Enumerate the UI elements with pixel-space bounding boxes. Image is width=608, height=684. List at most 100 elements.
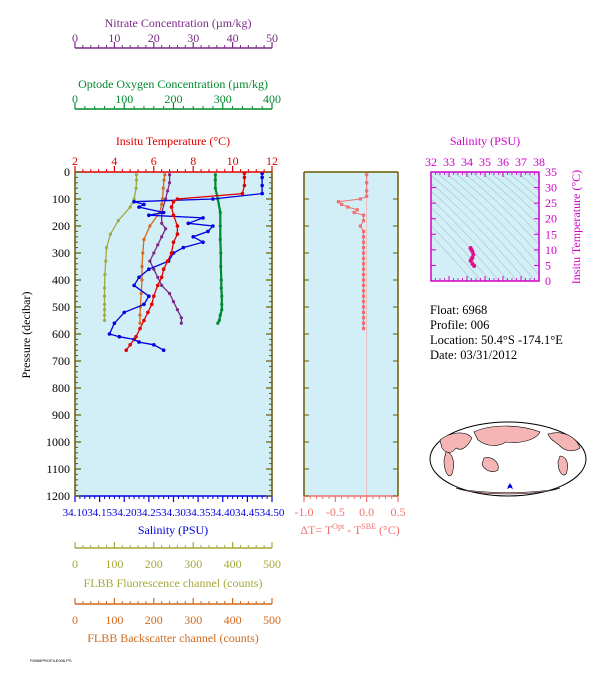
backscatter-point (138, 313, 142, 317)
delta-point (361, 235, 366, 239)
pressure-tick-label: 300 (52, 246, 70, 260)
ts-density-contour (462, 172, 539, 245)
temperature-tick-label: 6 (151, 154, 157, 168)
nitrate-point (167, 173, 172, 177)
delta-point (340, 202, 344, 206)
fluorescence-point (102, 313, 107, 317)
nitrate-point (171, 300, 176, 304)
ts-x-tick-label: 37 (515, 155, 527, 169)
salinity-tick-label: 34.45 (235, 507, 260, 519)
delta-point (361, 256, 366, 260)
pressure-tick-label: 800 (52, 381, 70, 395)
fluorescence-point (116, 219, 120, 223)
nitrate-point (148, 259, 152, 263)
ts-y-tick-label: 20 (545, 212, 557, 226)
oxygen-tick-label: 0 (72, 92, 78, 106)
temperature-point (242, 175, 247, 180)
nitrate-point (179, 316, 183, 320)
delta-point (361, 294, 366, 298)
temperature-point (152, 294, 156, 299)
pressure-tick-label: 600 (52, 327, 70, 341)
oxygen-tick-label: 300 (214, 92, 232, 106)
delta-point (361, 246, 366, 250)
oxygen-point (219, 278, 223, 282)
delta-tick-label: 0.0 (359, 505, 374, 519)
ts-y-tick-label: 35 (545, 165, 557, 179)
pressure-tick-label: 500 (52, 300, 70, 314)
temperature-point (161, 267, 166, 272)
delta-point (361, 240, 366, 244)
temperature-point (159, 275, 164, 280)
nitrate-point (164, 227, 168, 231)
oxygen-axis-title: Optode Oxygen Concentration (µm/kg) (78, 77, 268, 91)
nitrate-point (179, 321, 183, 325)
ts-density-contour (431, 216, 491, 281)
oxygen-tick-label: 400 (263, 92, 281, 106)
ts-point (470, 255, 475, 260)
ts-density-contour (431, 198, 509, 281)
salinity-point (161, 348, 166, 353)
salinity-point (107, 332, 112, 336)
fluorescence-point (108, 232, 113, 236)
temperature-point (171, 213, 176, 217)
nitrate-point (167, 181, 172, 185)
salinity-point (181, 245, 186, 250)
delta-point (361, 327, 366, 331)
delta-axis-title: ΔT= TOpt - TSBE (°C) (300, 522, 400, 537)
backscatter-point (141, 251, 145, 255)
backscatter-axis-title: FLBB Backscatter channel (counts) (87, 631, 259, 645)
ts-x-tick-label: 38 (533, 155, 545, 169)
oxygen-point (213, 186, 217, 190)
ts-density-contour (534, 172, 539, 176)
delta-point (361, 219, 366, 223)
fluorescence-tick-label: 200 (145, 557, 163, 571)
salinity-point (147, 213, 151, 217)
temperature-point (169, 205, 174, 209)
temperature-point (142, 318, 146, 323)
fluorescence-tick-label: 300 (184, 557, 202, 571)
fluorescence-tick-label: 500 (263, 557, 281, 571)
temperature-point (175, 224, 180, 228)
backscatter-point (163, 173, 167, 177)
ts-density-contour (444, 172, 539, 265)
fluorescence-point (104, 259, 108, 263)
delta-point (361, 262, 366, 266)
temperature-point (150, 302, 154, 307)
salinity-point (201, 216, 205, 220)
ts-x-tick-label: 34 (461, 155, 473, 169)
delta-point (365, 194, 369, 198)
delta-point (358, 197, 362, 201)
pressure-tick-label: 400 (52, 273, 70, 287)
fluorescence-axis-title: FLBB Fluorescence channel (counts) (84, 576, 263, 590)
salinity-point (260, 175, 264, 180)
fluorescence-point (102, 318, 107, 323)
oxygen-point (213, 173, 217, 177)
salinity-tick-label: 34.15 (87, 507, 112, 519)
backscatter-point (162, 178, 166, 182)
oxygen-tick-label: 200 (165, 92, 183, 106)
pressure-tick-label: 0 (64, 165, 70, 179)
delta-point (365, 173, 369, 177)
nitrate-point (165, 189, 170, 193)
temperature-point (155, 283, 160, 288)
nitrate-point (160, 221, 164, 225)
salinity-point (211, 224, 215, 228)
pressure-tick-label: 100 (52, 192, 70, 206)
temperature-tick-label: 2 (72, 154, 78, 168)
oxygen-point (219, 251, 223, 255)
ts-density-contour (453, 172, 539, 255)
delta-point (361, 278, 366, 282)
nitrate-point (156, 275, 160, 279)
temperature-point (128, 343, 132, 347)
oxygen-point (217, 318, 221, 323)
backscatter-point (139, 291, 143, 296)
backscatter-tick-label: 300 (184, 613, 202, 627)
salinity-tick-label: 34.20 (112, 507, 137, 519)
ts-density-contour (516, 172, 539, 192)
ts-y-tick-label: 15 (545, 227, 557, 241)
ts-salinity-title: Salinity (PSU) (450, 134, 520, 148)
salinity-axis-title: Salinity (PSU) (138, 523, 208, 537)
fluorescence-point (128, 205, 132, 209)
salinity-point (142, 202, 146, 207)
float-location-star-icon (506, 482, 514, 490)
